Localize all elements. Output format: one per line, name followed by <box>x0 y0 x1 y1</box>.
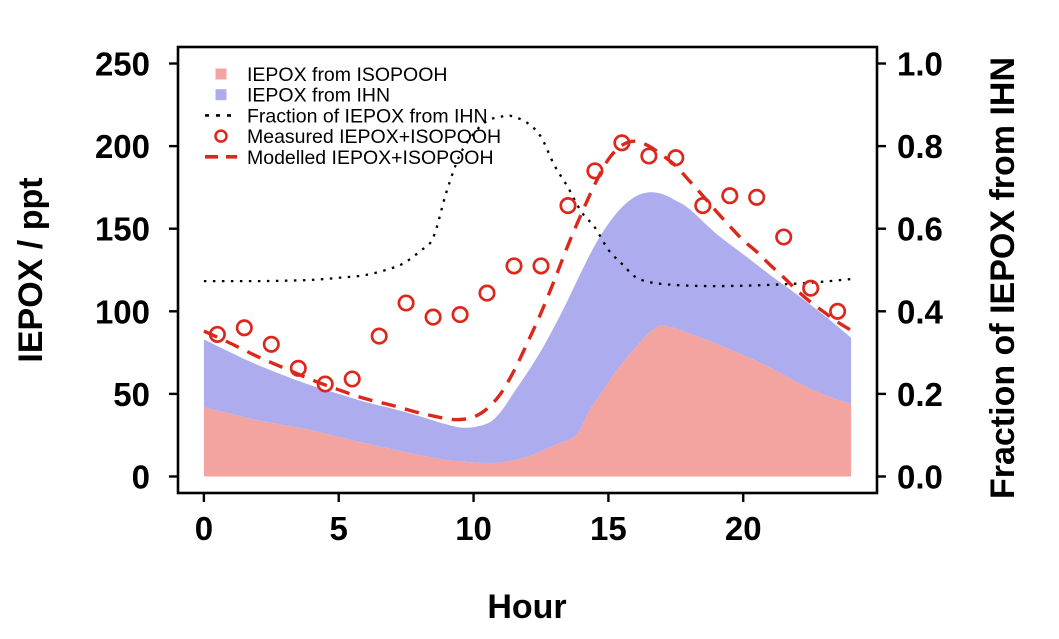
legend-label: Modelled IEPOX+ISOPOOH <box>247 147 494 169</box>
stacked-areas <box>203 192 852 477</box>
axis-ticks: 0 50 100 150 200 250 0.0 0.2 0.4 0.6 0.8 1.0 0 5 10 15 2… <box>95 46 944 547</box>
area-iepox-from-ihn <box>203 192 852 464</box>
measured-point <box>694 197 712 215</box>
y-right-tick-label: 0.4 <box>897 293 944 330</box>
y-right-tick-label: 0.2 <box>897 376 943 413</box>
measured-point <box>532 257 550 275</box>
measured-point <box>370 327 388 345</box>
x-tick-label: 0 <box>195 510 213 547</box>
y-left-tick-label: 150 <box>95 211 150 248</box>
x-axis-label: Hour <box>487 588 566 626</box>
measured-points <box>208 134 847 393</box>
legend-swatch-1 <box>215 68 227 80</box>
y-right-tick-label: 1.0 <box>897 46 943 83</box>
measured-point <box>721 187 739 205</box>
measured-point <box>235 319 253 337</box>
measured-point <box>424 308 442 326</box>
y-left-tick-label: 0 <box>132 458 150 495</box>
area-iepox-from-isopooh <box>203 325 852 477</box>
y-right-tick-label: 0.6 <box>897 211 943 248</box>
measured-point <box>667 149 685 167</box>
measured-point <box>289 359 307 377</box>
measured-point <box>775 228 793 246</box>
measured-point <box>208 325 226 343</box>
plot-border <box>176 45 879 495</box>
y-axis-left-label: IEPOX / ppt <box>12 177 50 362</box>
measured-point <box>748 188 766 206</box>
measured-point <box>343 370 361 388</box>
measured-point <box>451 306 469 324</box>
measured-point <box>397 294 415 312</box>
measured-point <box>829 302 847 320</box>
plot-frame <box>176 45 879 495</box>
measured-point <box>478 284 496 302</box>
y-left-tick-label: 250 <box>95 46 150 83</box>
measured-point <box>316 375 334 393</box>
legend-label: IEPOX from IHN <box>247 85 390 107</box>
measured-point <box>559 197 577 215</box>
legend-label: IEPOX from ISOPOOH <box>247 64 447 86</box>
y-axis-right-label: Fraction of IEPOX from IHN <box>984 57 1022 499</box>
measured-point <box>586 162 604 180</box>
y-right-tick-label: 0.8 <box>897 128 943 165</box>
measured-point <box>505 257 523 275</box>
legend-label: Fraction of IEPOX from IHN <box>247 105 488 127</box>
y-left-tick-label: 50 <box>113 376 150 413</box>
curves <box>203 114 853 422</box>
x-tick-label: 15 <box>590 510 627 547</box>
modelled-iepox-isopooh-line <box>203 139 853 422</box>
measured-point <box>262 335 280 353</box>
measured-point <box>640 147 658 165</box>
y-right-tick-label: 0.0 <box>897 458 943 495</box>
x-tick-label: 5 <box>330 510 348 547</box>
x-tick-label: 20 <box>725 510 762 547</box>
measured-point <box>613 134 631 152</box>
legend-label: Measured IEPOX+ISOPOOH <box>247 126 501 148</box>
fraction-of-iepox-from-ihn-line <box>203 114 852 288</box>
x-tick-label: 10 <box>455 510 492 547</box>
measured-point <box>802 279 820 297</box>
legend-open-circle <box>214 129 228 143</box>
y-left-tick-label: 100 <box>95 293 150 330</box>
legend-swatch-2 <box>215 89 227 101</box>
y-left-tick-label: 200 <box>95 128 150 165</box>
